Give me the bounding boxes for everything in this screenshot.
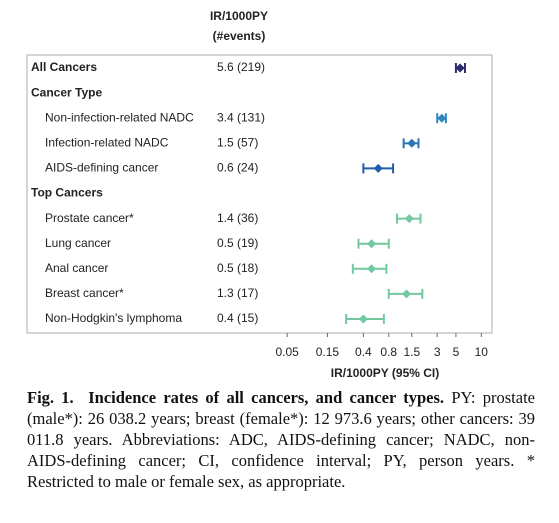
chart: IR/1000PY (#events) IR/1000PY (95% CI) 0… bbox=[26, 9, 493, 380]
x-axis-label: IR/1000PY (95% CI) bbox=[331, 366, 440, 380]
caption-text: PY: prostate (male*): 26 038.2 years; br… bbox=[27, 388, 535, 491]
column-header: (#events) bbox=[213, 29, 266, 43]
column-header: IR/1000PY bbox=[210, 9, 268, 23]
x-tick-label: 5 bbox=[453, 345, 460, 359]
caption: Fig. 1. Incidence rates of all cancers, … bbox=[27, 387, 535, 492]
value-label: 0.5 (19) bbox=[217, 236, 258, 250]
value-label: 0.5 (18) bbox=[217, 261, 258, 275]
plot-frame bbox=[26, 54, 493, 334]
value-label: 0.6 (24) bbox=[217, 161, 258, 175]
value-label: 1.3 (17) bbox=[217, 286, 258, 300]
point-estimate bbox=[407, 138, 417, 148]
value-label: 5.6 (219) bbox=[217, 60, 265, 74]
row-label: All Cancers bbox=[31, 60, 97, 74]
x-tick-label: 0.15 bbox=[316, 345, 340, 359]
row-label: Cancer Type bbox=[31, 85, 102, 99]
x-tick-label: 1.5 bbox=[403, 345, 420, 359]
row-label: Anal cancer bbox=[45, 261, 108, 275]
x-tick-label: 3 bbox=[434, 345, 441, 359]
row-label: AIDS-defining cancer bbox=[45, 161, 158, 175]
value-label: 0.4 (15) bbox=[217, 311, 258, 325]
caption-label: Fig. 1. bbox=[27, 388, 74, 407]
caption-title: Incidence rates of all cancers, and canc… bbox=[88, 388, 445, 407]
point-estimate bbox=[367, 239, 377, 249]
value-label: 1.5 (57) bbox=[217, 135, 258, 149]
row-label: Breast cancer* bbox=[45, 286, 124, 300]
point-estimate bbox=[373, 163, 383, 173]
row-label: Non-Hodgkin's lymphoma bbox=[45, 311, 182, 325]
row-label: Top Cancers bbox=[31, 186, 103, 200]
point-estimate bbox=[367, 264, 377, 274]
row-label: Infection-related NADC bbox=[45, 135, 169, 149]
point-estimate bbox=[437, 113, 447, 123]
x-tick-label: 0.05 bbox=[275, 345, 299, 359]
value-label: 3.4 (131) bbox=[217, 110, 265, 124]
point-estimate bbox=[455, 63, 465, 73]
value-label: 1.4 (36) bbox=[217, 211, 258, 225]
row-label: Lung cancer bbox=[45, 236, 111, 250]
x-tick-label: 0.8 bbox=[380, 345, 397, 359]
row-label: Prostate cancer* bbox=[45, 211, 134, 225]
point-estimate bbox=[404, 214, 414, 224]
point-estimate bbox=[402, 289, 412, 299]
point-estimate bbox=[358, 314, 368, 324]
x-tick-label: 10 bbox=[475, 345, 489, 359]
x-tick-label: 0.4 bbox=[355, 345, 372, 359]
row-label: Non-infection-related NADC bbox=[45, 110, 194, 124]
